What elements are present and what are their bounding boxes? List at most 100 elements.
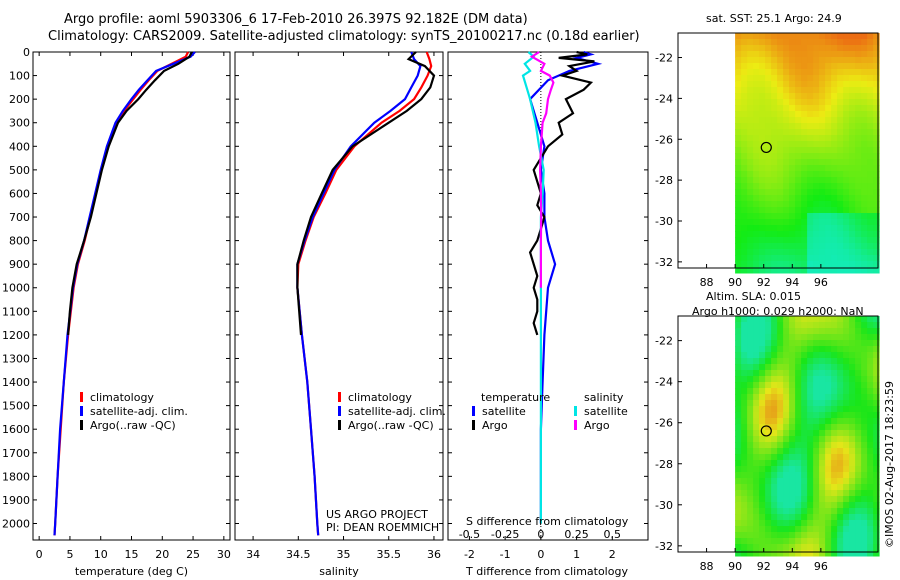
- map-cell: [777, 340, 784, 347]
- map-cell: [795, 159, 802, 166]
- y-tick-label: 500: [9, 164, 30, 177]
- map-cell: [837, 195, 844, 202]
- map-cell: [867, 322, 874, 329]
- map-cell: [795, 45, 802, 52]
- map-cell: [783, 394, 790, 401]
- map-cell: [753, 231, 760, 238]
- map-cell: [795, 165, 802, 172]
- map-cell: [831, 141, 838, 148]
- map-cell: [801, 490, 808, 497]
- map-cell: [849, 382, 856, 389]
- map-cell: [831, 448, 838, 455]
- map-cell: [783, 496, 790, 503]
- map-cell: [843, 322, 850, 329]
- map-cell: [759, 105, 766, 112]
- map-cell: [759, 478, 766, 485]
- map-cell: [861, 261, 868, 268]
- map-cell: [747, 159, 754, 166]
- map-cell: [837, 346, 844, 353]
- map-cell: [813, 358, 820, 365]
- map-cell: [819, 376, 826, 383]
- map-cell: [861, 147, 868, 154]
- map-cell: [831, 153, 838, 160]
- map-cell: [795, 448, 802, 455]
- map-cell: [783, 231, 790, 238]
- map-cell: [795, 81, 802, 88]
- map-cell: [765, 243, 772, 250]
- map-cell: [849, 328, 856, 335]
- map-cell: [801, 334, 808, 341]
- map-cell: [831, 51, 838, 58]
- map-cell: [747, 87, 754, 94]
- map-cell: [795, 496, 802, 503]
- map-cell: [867, 376, 874, 383]
- map-cell: [813, 165, 820, 172]
- map-cell: [801, 99, 808, 106]
- map-cell: [867, 237, 874, 244]
- map-cell: [819, 484, 826, 491]
- map-cell: [783, 117, 790, 124]
- map-cell: [747, 436, 754, 443]
- map-cell: [825, 111, 832, 118]
- map-cell: [825, 213, 832, 220]
- map-cell: [795, 400, 802, 407]
- map-cell: [759, 412, 766, 419]
- map-cell: [789, 213, 796, 220]
- map-cell: [759, 249, 766, 256]
- map-frame-sla_map: [677, 315, 879, 553]
- map-cell: [801, 177, 808, 184]
- map-cell: [753, 484, 760, 491]
- map-cell: [831, 93, 838, 100]
- map-cell: [849, 352, 856, 359]
- map-cell: [849, 472, 856, 479]
- map-cell: [771, 376, 778, 383]
- map-cell: [831, 219, 838, 226]
- map-cell: [873, 69, 880, 76]
- map-cell: [795, 87, 802, 94]
- map-cell: [861, 322, 868, 329]
- map-cell: [873, 237, 880, 244]
- x-tick-label: 2: [609, 548, 616, 561]
- map-cell: [783, 538, 790, 545]
- map-cell: [765, 81, 772, 88]
- map-cell: [837, 243, 844, 250]
- map-cell: [783, 81, 790, 88]
- map-cell: [765, 51, 772, 58]
- map-cell: [765, 538, 772, 545]
- map-cell: [741, 430, 748, 437]
- sst-map-title: sat. SST: 25.1 Argo: 24.9: [706, 12, 842, 25]
- map-cell: [843, 502, 850, 509]
- map-cell: [759, 159, 766, 166]
- map-cell: [861, 382, 868, 389]
- map-cell: [849, 406, 856, 413]
- map-cell: [843, 93, 850, 100]
- map-cell: [819, 75, 826, 82]
- map-cell: [861, 550, 868, 557]
- map-cell: [831, 231, 838, 238]
- map-cell: [765, 63, 772, 70]
- map-cell: [843, 406, 850, 413]
- map-cell: [855, 376, 862, 383]
- map-cell: [777, 532, 784, 539]
- map-cell: [789, 57, 796, 64]
- x-tick-label: 34: [246, 548, 260, 561]
- map-cell: [873, 267, 880, 274]
- map-cell: [861, 231, 868, 238]
- map-cell: [819, 418, 826, 425]
- map-cell: [735, 111, 742, 118]
- map-cell: [807, 328, 814, 335]
- map-cell: [825, 225, 832, 232]
- map-cell: [843, 364, 850, 371]
- map-cell: [843, 255, 850, 262]
- map-cell: [825, 255, 832, 262]
- sla-map-subtitle: Argo h1000: 0.029 h2000: NaN: [692, 305, 864, 318]
- map-y-tick-label: -26: [655, 133, 673, 146]
- map-cell: [771, 490, 778, 497]
- map-cell: [843, 388, 850, 395]
- map-cell: [735, 478, 742, 485]
- map-y-tick-label: -30: [655, 499, 673, 512]
- map-cell: [843, 442, 850, 449]
- map-cell: [801, 195, 808, 202]
- map-cell: [825, 538, 832, 545]
- map-cell: [867, 520, 874, 527]
